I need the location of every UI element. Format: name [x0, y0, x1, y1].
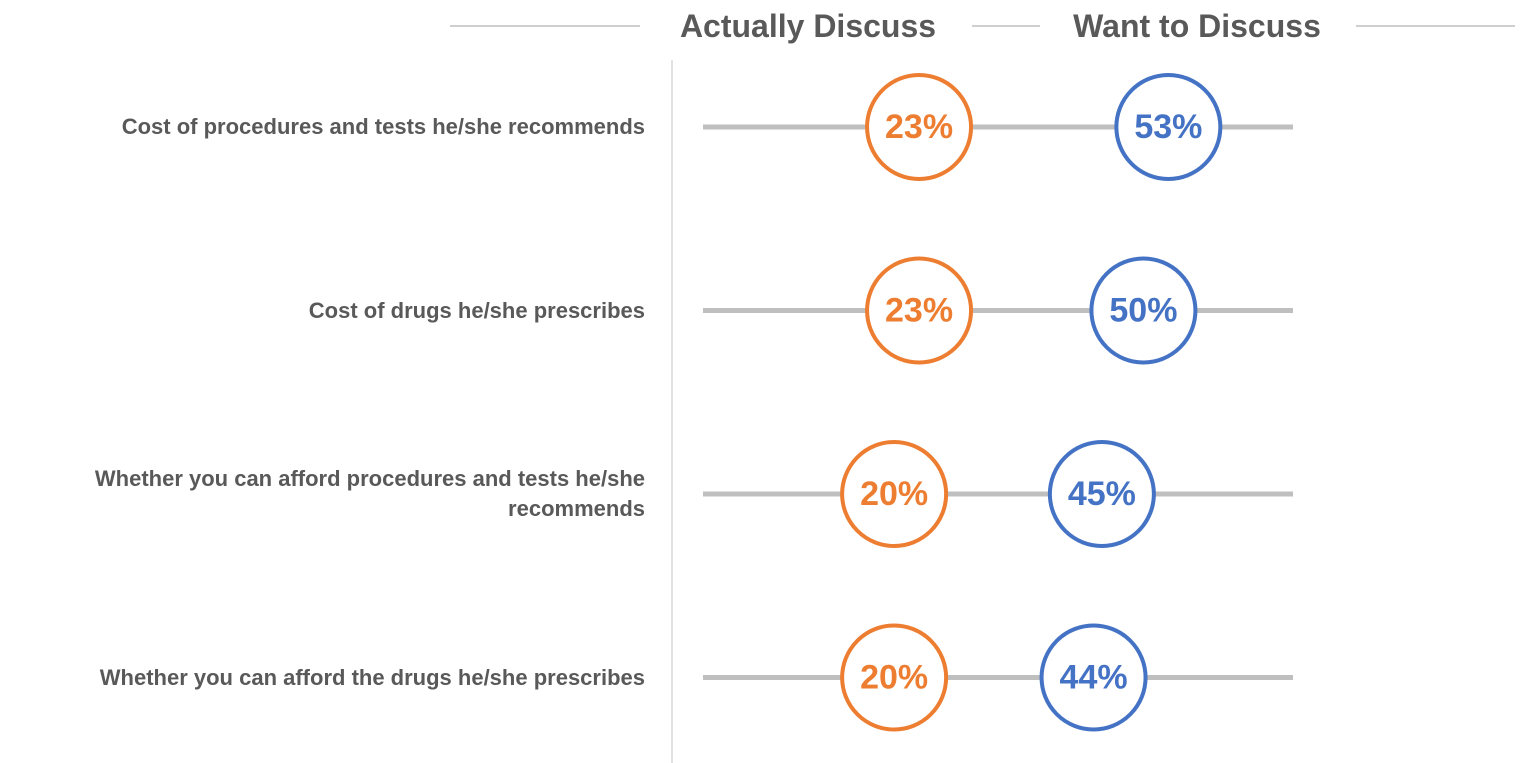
category-label: Cost of procedures and tests he/she reco… [121, 114, 645, 139]
category-label: Cost of drugs he/she prescribes [308, 297, 645, 323]
category-label: Whether you can afford the drugs he/she … [99, 664, 645, 690]
dot [1114, 73, 1223, 181]
dot [865, 256, 974, 365]
value-label: 23% [885, 292, 953, 330]
value-label: 23% [885, 108, 953, 146]
dot [1039, 623, 1148, 732]
dot [865, 73, 974, 181]
value-label: 50% [1109, 292, 1177, 330]
dot [1089, 256, 1198, 365]
value-label: 45% [1068, 475, 1136, 513]
value-label: 44% [1060, 659, 1128, 697]
value-label: 53% [1134, 108, 1202, 146]
dot [840, 440, 949, 548]
category-label: Whether you can afford procedures and te… [94, 466, 645, 521]
dot [1047, 440, 1156, 548]
legend-label: Want to Discuss [1073, 8, 1321, 44]
legend-label: Actually Discuss [680, 8, 936, 44]
value-label: 20% [860, 475, 928, 513]
value-label: 20% [860, 659, 928, 697]
dot [840, 623, 949, 732]
